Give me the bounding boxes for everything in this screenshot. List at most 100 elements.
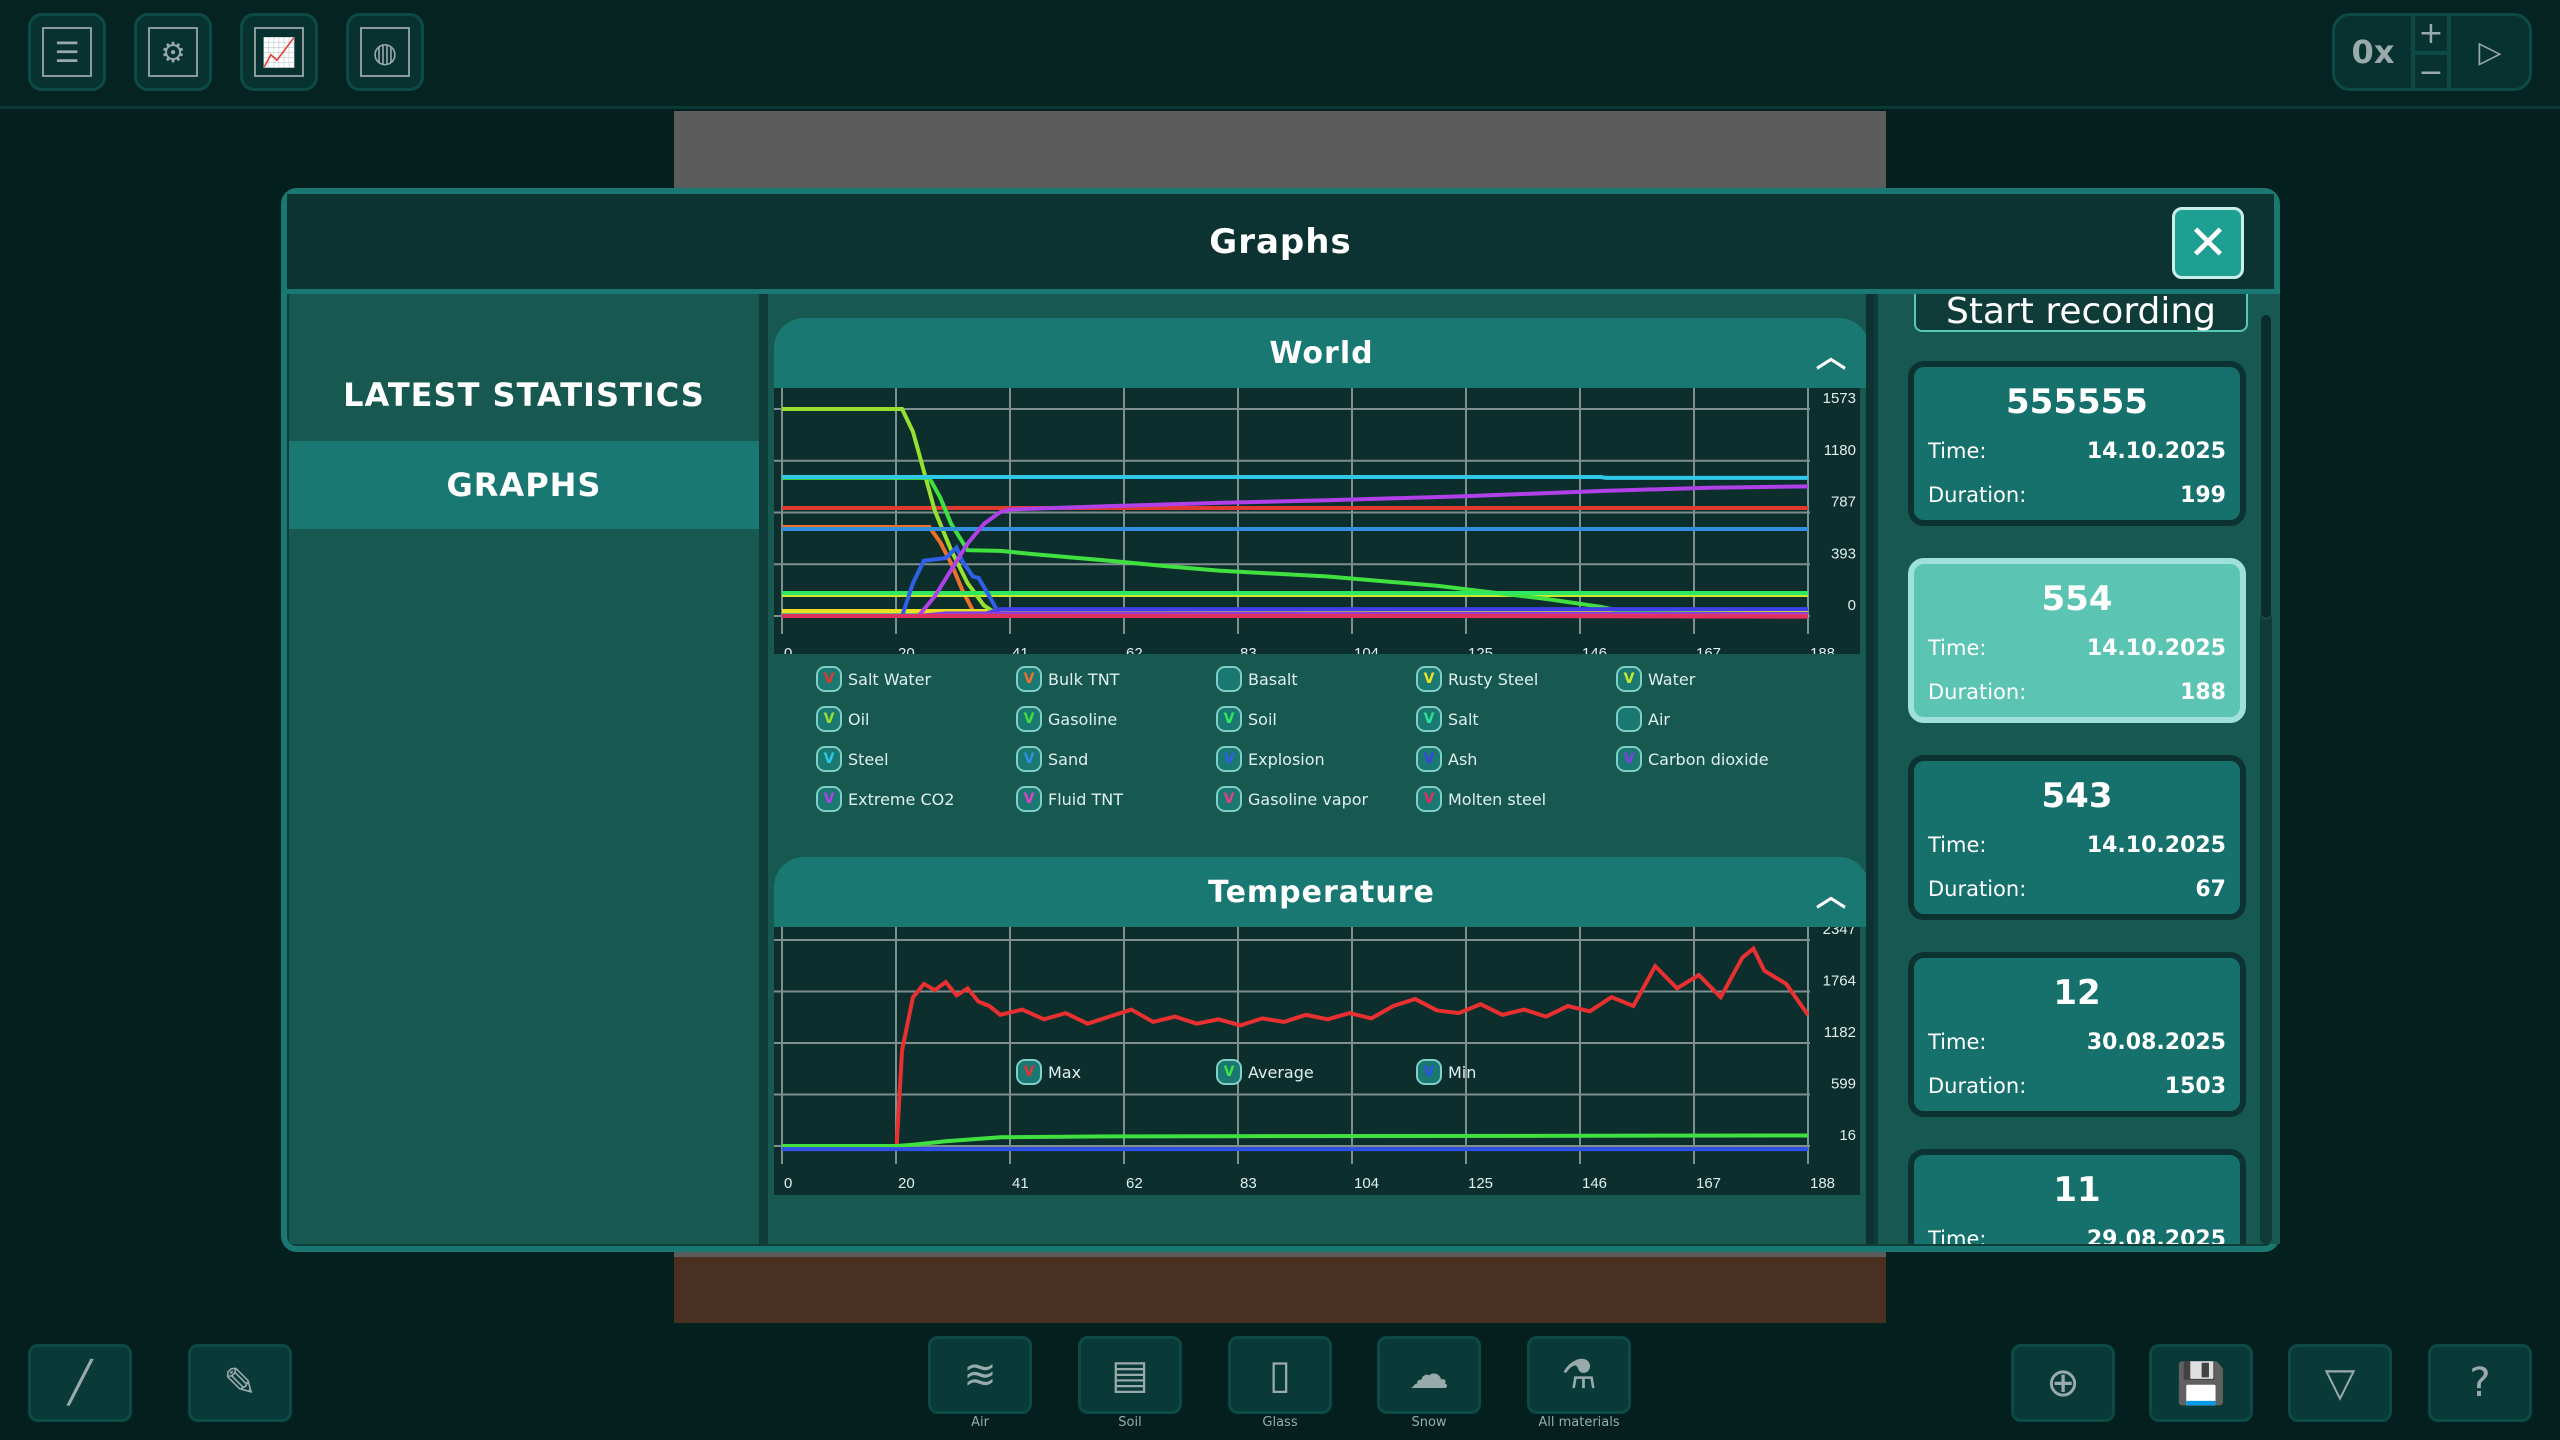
checkbox-checked-icon[interactable]: V — [1016, 666, 1042, 692]
legend-label: Air — [1648, 709, 1670, 729]
checkbox-checked-icon[interactable]: V — [816, 786, 842, 812]
recordings-scrollbar-thumb[interactable] — [2260, 314, 2272, 619]
legend-item[interactable]: Basalt — [1216, 666, 1298, 692]
checkbox-checked-icon[interactable]: V — [1616, 666, 1642, 692]
chevron-up-icon[interactable]: ︿ — [1816, 879, 1847, 914]
checkbox-checked-icon[interactable]: V — [1416, 786, 1442, 812]
settings-button[interactable]: ⚙ — [134, 13, 212, 91]
checkbox-checked-icon[interactable]: V — [1616, 746, 1642, 772]
recording-card[interactable]: 554 Time: 14.10.2025 Duration: 188 — [1908, 558, 2246, 723]
legend-item[interactable]: V Sand — [1016, 746, 1088, 772]
sidebar-item-graphs[interactable]: GRAPHS — [289, 441, 759, 529]
save-button[interactable]: 💾 — [2149, 1344, 2253, 1422]
series-line-steel — [782, 475, 1808, 480]
legend-item[interactable]: V Gasoline — [1016, 706, 1117, 732]
speed-minus-button[interactable]: − — [2418, 55, 2444, 90]
legend-label: Oil — [848, 709, 870, 729]
chart-icon: 📈 — [254, 27, 304, 77]
recording-card[interactable]: 11 Time: 29.08.2025 — [1908, 1149, 2246, 1244]
checkbox-checked-icon[interactable]: V — [816, 746, 842, 772]
air-material-button[interactable]: ≋ — [928, 1336, 1032, 1414]
temperature-chart-header[interactable]: Temperature ︿ — [774, 857, 1869, 927]
legend-item[interactable]: V Rusty Steel — [1416, 666, 1538, 692]
close-button[interactable]: ✕ — [2172, 207, 2244, 279]
legend-item[interactable]: Air — [1616, 706, 1670, 732]
checkbox-checked-icon[interactable]: V — [1416, 746, 1442, 772]
checkbox-checked-icon[interactable]: V — [1016, 746, 1042, 772]
legend-item[interactable]: V Steel — [816, 746, 889, 772]
heal-button[interactable]: ⊕ — [2011, 1344, 2115, 1422]
legend-item[interactable]: V Bulk TNT — [1016, 666, 1119, 692]
series-line-gasoline — [782, 475, 1809, 617]
snow-material-button[interactable]: ☁ — [1377, 1336, 1481, 1414]
legend-item[interactable]: V Ash — [1416, 746, 1477, 772]
legend-item[interactable]: V Average — [1216, 1059, 1314, 1085]
recording-card[interactable]: 12 Time: 30.08.2025 Duration: 1503 — [1908, 952, 2246, 1117]
checkbox-checked-icon[interactable]: V — [1216, 786, 1242, 812]
checkbox-checked-icon[interactable]: V — [1016, 1059, 1042, 1085]
world-chart-header[interactable]: World ︿ — [774, 318, 1869, 388]
checkbox-checked-icon[interactable]: V — [1416, 706, 1442, 732]
checkbox-checked-icon[interactable]: V — [1016, 786, 1042, 812]
legend-item[interactable]: V Water — [1616, 666, 1695, 692]
legend-label: Molten steel — [1448, 789, 1547, 809]
world-button[interactable]: ◍ — [346, 13, 424, 91]
y-tick-label: 0 — [1848, 597, 1856, 614]
sidebar-item-latest-statistics[interactable]: LATEST STATISTICS — [343, 376, 705, 414]
world-chart: 0 20 41 62 83 104 125 146 167 188 0 393 787 1180 1573 — [774, 388, 1860, 654]
pen-button[interactable]: ✎ — [188, 1344, 292, 1422]
download-arrow-button[interactable]: ▽ — [2288, 1344, 2392, 1422]
soil-material-button[interactable]: ▤ — [1078, 1336, 1182, 1414]
legend-label: Salt Water — [848, 669, 932, 689]
legend-item[interactable]: V Molten steel — [1416, 786, 1546, 812]
speed-plus-button[interactable]: + — [2415, 16, 2447, 55]
checkbox-unchecked-icon[interactable] — [1216, 666, 1242, 692]
y-tick-label: 599 — [1831, 1076, 1856, 1093]
legend-item[interactable]: V Explosion — [1216, 746, 1325, 772]
all-materials-material-button[interactable]: ⚗ — [1527, 1336, 1631, 1414]
chart-background — [774, 927, 1860, 1195]
checkbox-checked-icon[interactable]: V — [1016, 706, 1042, 732]
recording-card[interactable]: 543 Time: 14.10.2025 Duration: 67 — [1908, 755, 2246, 920]
legend-item[interactable]: V Carbon dioxide — [1616, 746, 1769, 772]
legend-item[interactable]: V Salt — [1416, 706, 1479, 732]
glass-material-button[interactable]: ▯ — [1228, 1336, 1332, 1414]
gear-icon: ⚙ — [148, 27, 198, 77]
graphs-button[interactable]: 📈 — [240, 13, 318, 91]
checkbox-unchecked-icon[interactable] — [1616, 706, 1642, 732]
help-button[interactable]: ? — [2428, 1344, 2532, 1422]
legend-item[interactable]: V Gasoline vapor — [1216, 786, 1368, 812]
legend-item[interactable]: V Extreme CO2 — [816, 786, 954, 812]
material-label: Soil — [1118, 1415, 1142, 1430]
graphs-scrollbar[interactable] — [1866, 294, 1874, 1244]
x-tick-label: 167 — [1696, 645, 1721, 654]
legend-item[interactable]: V Min — [1416, 1059, 1476, 1085]
checkbox-checked-icon[interactable]: V — [1216, 706, 1242, 732]
menu-button[interactable]: ☰ — [28, 13, 106, 91]
chevron-up-icon[interactable]: ︿ — [1816, 340, 1847, 375]
legend-item[interactable]: V Salt Water — [816, 666, 931, 692]
legend-label: Rusty Steel — [1448, 669, 1539, 689]
legend-item[interactable]: V Oil — [816, 706, 869, 732]
checkbox-checked-icon[interactable]: V — [816, 706, 842, 732]
legend-label: Explosion — [1248, 749, 1325, 769]
legend-item[interactable]: V Fluid TNT — [1016, 786, 1123, 812]
help-icon: ? — [2469, 1360, 2491, 1406]
checkbox-checked-icon[interactable]: V — [816, 666, 842, 692]
recording-time: 29.08.2025 — [2086, 1226, 2226, 1245]
legend-item[interactable]: V Soil — [1216, 706, 1277, 732]
brush-button[interactable]: ╱ — [28, 1344, 132, 1422]
checkbox-checked-icon[interactable]: V — [1416, 666, 1442, 692]
legend-item[interactable]: V Max — [1016, 1059, 1081, 1085]
checkbox-checked-icon[interactable]: V — [1416, 1059, 1442, 1085]
duration-label: Duration: — [1928, 680, 2027, 704]
material-label: Snow — [1411, 1415, 1447, 1430]
checkbox-checked-icon[interactable]: V — [1216, 746, 1242, 772]
play-button[interactable]: ▷ — [2478, 34, 2502, 70]
recording-card[interactable]: 555555 Time: 14.10.2025 Duration: 199 — [1908, 361, 2246, 526]
glass-icon: ▯ — [1268, 1352, 1291, 1398]
start-recording-button[interactable]: Start recording — [1914, 294, 2248, 332]
x-tick-label: 188 — [1810, 645, 1835, 654]
material-label: Air — [971, 1415, 989, 1430]
checkbox-checked-icon[interactable]: V — [1216, 1059, 1242, 1085]
